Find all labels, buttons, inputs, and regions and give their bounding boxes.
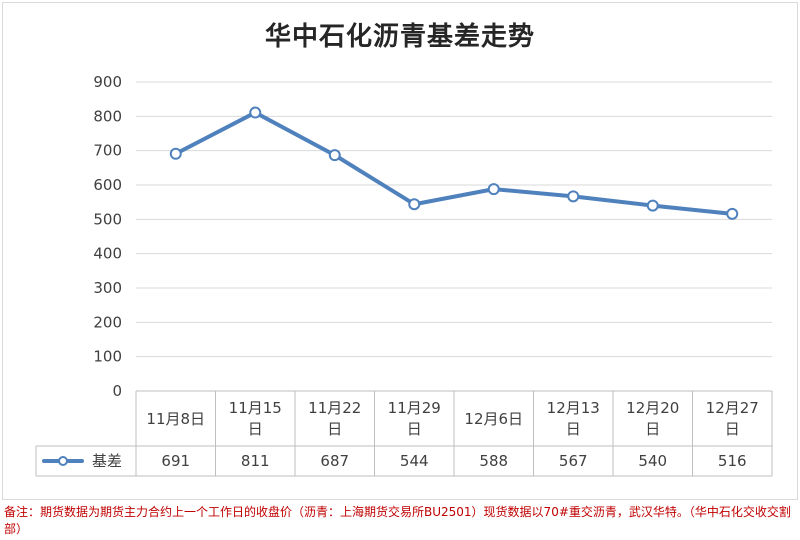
- footnote: 备注：期货数据为期货主力合约上一个工作日的收盘价（沥青：上海期货交易所BU250…: [4, 505, 791, 536]
- data-point: [249, 106, 262, 119]
- y-tick-label: 600: [93, 176, 122, 194]
- x-category-label: 11月22 日: [308, 399, 361, 438]
- x-category-label: 12月13 日: [547, 399, 600, 438]
- series-layer: [169, 106, 739, 220]
- y-tick-label: 200: [93, 313, 122, 331]
- data-table-value: 540: [638, 452, 667, 470]
- data-point: [408, 198, 421, 211]
- series-line-jicha: [173, 110, 735, 216]
- data-table-value: 687: [320, 452, 349, 470]
- y-tick-label: 900: [93, 73, 122, 91]
- data-point: [646, 199, 659, 212]
- y-tick-label: 400: [93, 245, 122, 263]
- data-table-value: 544: [400, 452, 429, 470]
- y-tick-label: 100: [93, 348, 122, 366]
- data-point: [567, 190, 580, 203]
- y-tick-label: 800: [93, 107, 122, 125]
- chart-frame: [2, 2, 798, 500]
- y-tick-label: 300: [93, 279, 122, 297]
- y-tick-label: 700: [93, 142, 122, 160]
- y-axis-labels: 0 100 200 300 400 500 600 700 800 900: [93, 73, 122, 400]
- gridlines: [136, 81, 772, 392]
- data-table: 11月8日 11月15 日 11月22 日 11月29 日 12月6日 12月13 日 12月20 日…: [35, 390, 773, 477]
- legend-label: 基差: [92, 452, 122, 470]
- data-table-value: 567: [559, 452, 588, 470]
- x-category-label: 11月8日: [146, 410, 205, 428]
- x-category-label: 12月6日: [464, 410, 523, 428]
- data-point: [487, 183, 500, 196]
- data-table-value: 588: [479, 452, 508, 470]
- x-category-label: 12月27 日: [706, 399, 759, 438]
- y-tick-label: 0: [112, 382, 122, 400]
- x-category-label: 11月15 日: [229, 399, 282, 438]
- x-category-label: 11月29 日: [388, 399, 441, 438]
- data-point: [726, 207, 739, 220]
- x-category-label: 12月20 日: [626, 399, 679, 438]
- data-table-value: 691: [161, 452, 190, 470]
- chart-title: 华中石化沥青基差走势: [264, 22, 535, 52]
- legend-marker: [58, 456, 68, 466]
- data-point: [169, 147, 182, 160]
- data-point: [328, 149, 341, 162]
- y-tick-label: 500: [93, 210, 122, 228]
- line-chart: 0 100 200 300 400 500 600 700 800 900 11月8日 11月15 日…: [35, 73, 773, 477]
- data-table-value: 811: [241, 452, 270, 470]
- data-table-value: 516: [718, 452, 747, 470]
